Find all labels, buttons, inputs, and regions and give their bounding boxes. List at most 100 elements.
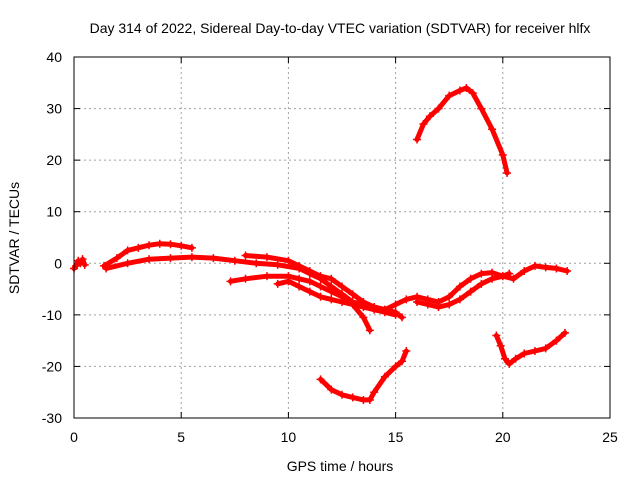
data-point bbox=[455, 295, 464, 304]
data-point bbox=[541, 344, 550, 353]
data-point bbox=[488, 274, 497, 283]
data-point bbox=[445, 91, 454, 100]
data-point bbox=[380, 308, 389, 317]
data-point bbox=[230, 256, 239, 265]
data-point bbox=[338, 297, 346, 306]
grid-layer bbox=[74, 57, 610, 418]
data-point bbox=[226, 277, 235, 286]
data-point bbox=[477, 269, 486, 278]
data-point bbox=[295, 282, 304, 291]
data-point bbox=[273, 279, 282, 288]
data-point bbox=[273, 260, 282, 269]
data-point bbox=[398, 313, 407, 322]
series-track-6 bbox=[273, 277, 400, 319]
x-tick-label: 0 bbox=[70, 429, 78, 445]
series-track-9 bbox=[492, 328, 569, 368]
data-point bbox=[252, 259, 261, 268]
data-point bbox=[155, 239, 164, 248]
data-point bbox=[498, 272, 507, 281]
chart-title: Day 314 of 2022, Sidereal Day-to-day VTE… bbox=[90, 20, 591, 36]
data-point bbox=[419, 120, 428, 129]
data-point bbox=[305, 287, 314, 296]
data-point bbox=[477, 104, 486, 113]
data-point bbox=[466, 274, 475, 283]
data-point bbox=[425, 112, 434, 121]
y-tick-label: -10 bbox=[42, 307, 62, 323]
series-track-8 bbox=[413, 83, 512, 178]
data-point bbox=[241, 274, 250, 283]
data-point bbox=[391, 362, 400, 371]
data-point bbox=[348, 290, 357, 299]
x-tick-label: 25 bbox=[602, 429, 618, 445]
data-point bbox=[434, 104, 443, 113]
data-point bbox=[503, 169, 512, 178]
data-point bbox=[462, 83, 471, 92]
data-point bbox=[327, 287, 336, 296]
data-point bbox=[380, 372, 389, 381]
data-point bbox=[492, 331, 501, 340]
x-tick-label: 15 bbox=[388, 429, 404, 445]
y-tick-label: 20 bbox=[46, 152, 62, 168]
data-point bbox=[295, 274, 304, 283]
data-point bbox=[76, 259, 85, 268]
data-point bbox=[316, 282, 325, 291]
y-tick-label: 10 bbox=[46, 204, 62, 220]
data-point bbox=[365, 326, 374, 335]
data-point bbox=[327, 274, 336, 283]
plot-frame bbox=[73, 56, 611, 419]
data-point bbox=[520, 267, 529, 276]
data-point bbox=[359, 303, 368, 312]
series-line bbox=[414, 271, 512, 310]
data-point bbox=[262, 253, 271, 262]
y-tick-label: -20 bbox=[42, 358, 62, 374]
data-point bbox=[262, 272, 271, 281]
data-point bbox=[187, 243, 196, 252]
data-point bbox=[338, 282, 346, 291]
data-point bbox=[166, 254, 175, 263]
x-tick-label: 10 bbox=[281, 429, 297, 445]
data-point bbox=[209, 254, 218, 263]
data-point bbox=[563, 267, 572, 276]
data-point bbox=[187, 253, 196, 262]
data-point bbox=[445, 292, 454, 301]
data-point bbox=[305, 267, 314, 276]
data-point bbox=[541, 263, 550, 272]
data-point bbox=[445, 300, 454, 309]
data-point bbox=[348, 393, 357, 402]
data-point bbox=[402, 295, 411, 304]
data-point bbox=[455, 86, 464, 95]
data-point bbox=[466, 287, 475, 296]
data-point bbox=[134, 243, 143, 252]
data-point bbox=[391, 300, 400, 309]
data-point bbox=[80, 260, 89, 269]
data-layer bbox=[70, 83, 572, 404]
data-point bbox=[284, 277, 293, 286]
data-point bbox=[488, 125, 497, 134]
y-tick-label: -30 bbox=[42, 410, 62, 426]
data-point bbox=[434, 303, 443, 312]
data-point bbox=[284, 256, 293, 265]
data-point bbox=[530, 261, 539, 270]
data-point bbox=[552, 264, 561, 273]
data-point bbox=[520, 349, 529, 358]
data-point bbox=[505, 269, 514, 278]
y-axis-label: SDTVAR / TECUs bbox=[6, 182, 22, 294]
data-point bbox=[402, 346, 411, 355]
data-point bbox=[423, 300, 432, 309]
data-point bbox=[338, 390, 346, 399]
x-axis-label: GPS time / hours bbox=[287, 458, 394, 474]
y-tick-label: 0 bbox=[54, 255, 62, 271]
data-point bbox=[398, 357, 407, 366]
data-point bbox=[327, 385, 336, 394]
data-point bbox=[505, 359, 514, 368]
data-point bbox=[359, 313, 368, 322]
data-point bbox=[145, 241, 154, 250]
data-point bbox=[145, 255, 154, 264]
data-point bbox=[560, 328, 569, 337]
data-point bbox=[370, 388, 379, 397]
data-point bbox=[123, 246, 132, 255]
data-point bbox=[72, 261, 81, 270]
data-point bbox=[123, 259, 132, 268]
